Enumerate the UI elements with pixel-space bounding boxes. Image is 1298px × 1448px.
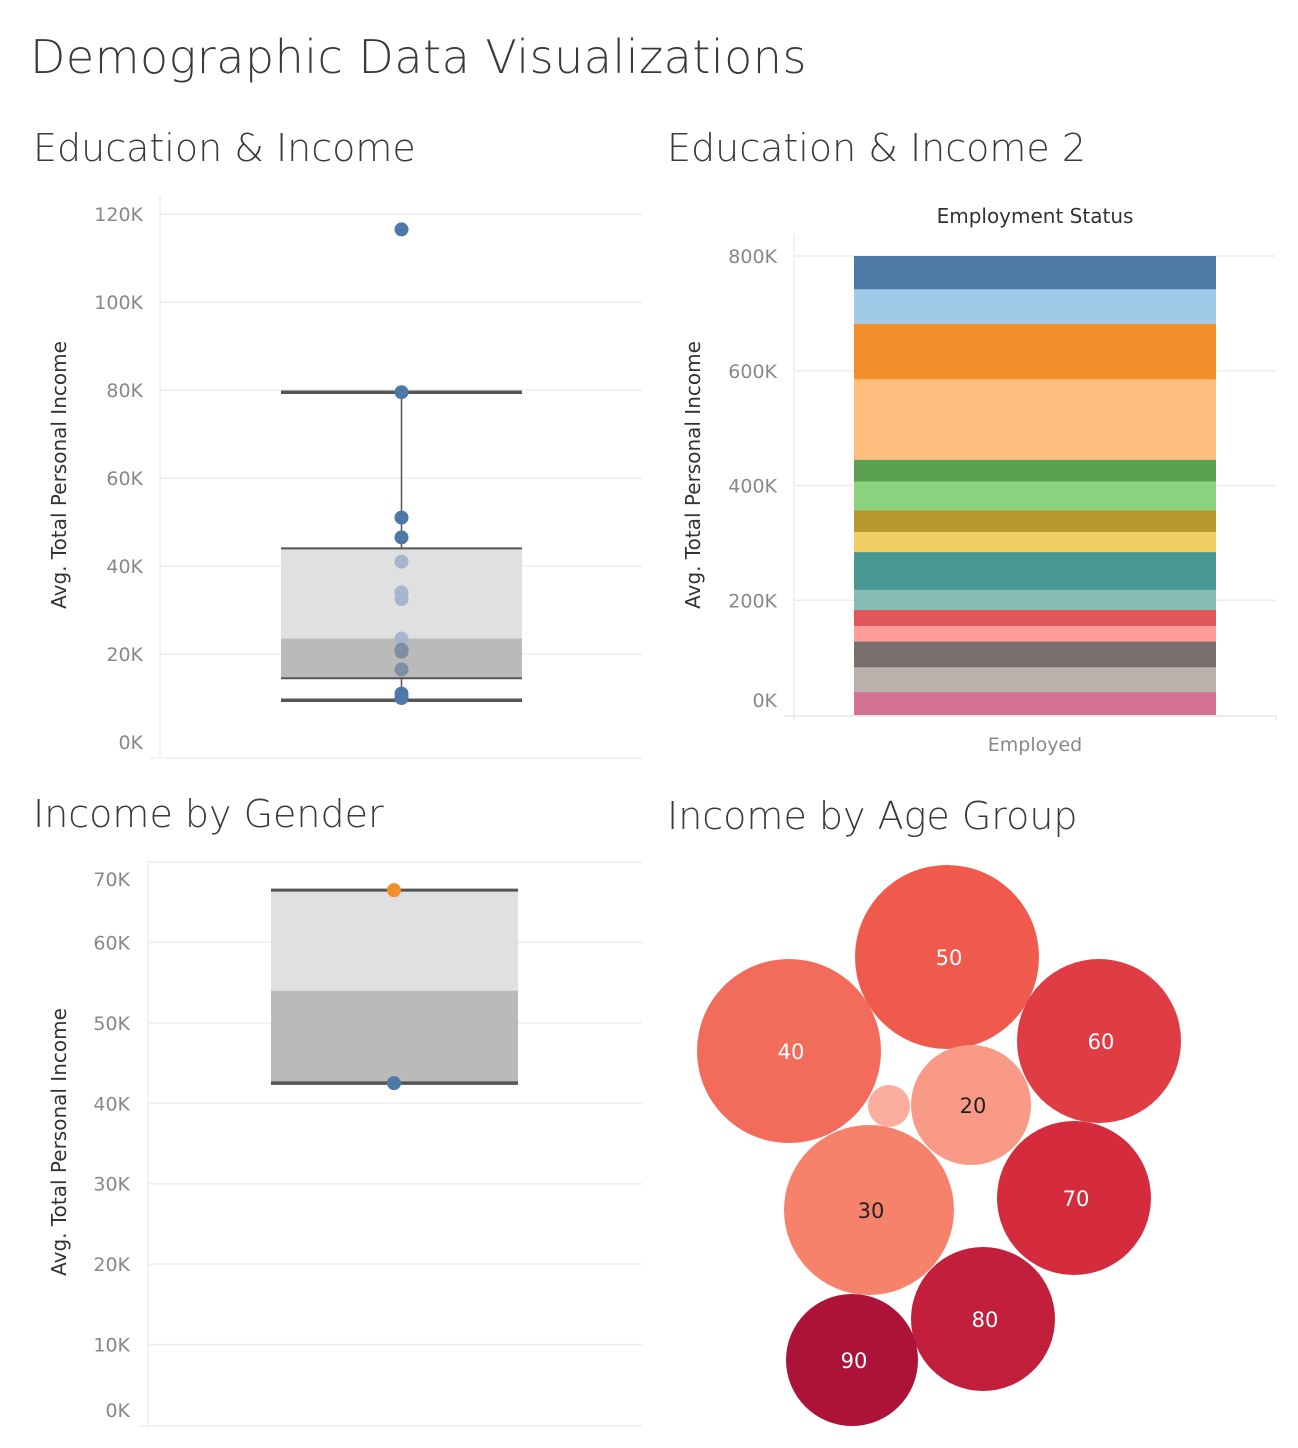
age-bubble-label: 90 [841,1349,868,1373]
y-tick-label: 0K [105,1400,130,1422]
bar-segment [854,552,1216,590]
age-bubble-label: 50 [936,946,963,970]
bar-segment [854,667,1216,693]
age-bubble-label: 60 [1088,1030,1115,1054]
y-tick-label: 20K [93,1254,130,1276]
y-tick-label: 40K [93,1093,130,1115]
bar-segment [854,610,1216,627]
data-point [387,1076,401,1091]
bar-segment [854,641,1216,668]
data-point [387,883,401,898]
bar-segment [854,323,1216,380]
y-tick-label: 600K [728,361,777,383]
y-tick-label: 40K [106,556,143,578]
y-tick-label: 60K [93,932,130,954]
dashboard-title: Demographic Data Visualizations [30,30,807,84]
bar-segment [854,379,1216,460]
education-income-2-stacked-bar: Employment Status Avg. Total Personal In… [681,204,1277,756]
data-point [394,530,409,545]
data-point [394,385,409,400]
data-point [394,662,409,677]
income-by-age-group-title: Income by Age Group [667,794,1078,838]
y-axis-label: Avg. Total Personal Income [681,341,705,609]
age-bubble-label: 40 [778,1040,805,1064]
y-tick-label: 400K [728,476,777,498]
age-bubble [855,865,1039,1049]
income-by-gender-boxplot: Avg. Total Personal Income 0K 10K 20K 30K 40… [47,861,642,1427]
data-point [394,510,409,525]
y-tick-label: 20K [106,644,143,666]
y-tick-label: 30K [93,1174,130,1196]
data-point [394,631,409,646]
bar-segment [854,531,1216,553]
bar-segment [854,289,1216,324]
data-point [394,592,409,606]
age-bubble [786,1294,918,1426]
x-category-label: Employed [988,734,1082,756]
education-income-boxplot: Avg. Total Personal Income 0K 20K 40K 60K 80… [47,196,642,759]
y-tick-label: 70K [93,869,130,891]
bar-segment [854,481,1216,511]
bar-segment [854,692,1216,715]
bar-segment [854,459,1216,482]
income-by-gender-title: Income by Gender [33,792,384,836]
bar-segment [854,256,1216,290]
age-bubble [868,1085,910,1127]
education-income-2-title: Education & Income 2 [667,126,1087,170]
y-tick-label: 200K [728,590,777,612]
y-tick-label: 60K [106,468,143,490]
data-point [394,222,409,237]
y-tick-label: 0K [118,732,143,754]
age-bubble-label: 20 [960,1094,987,1118]
age-bubble-label: 70 [1063,1187,1090,1211]
column-header: Employment Status [937,204,1134,228]
box-lower [271,990,518,1084]
age-bubble-label: 80 [972,1308,999,1332]
age-bubble [997,1121,1151,1275]
y-tick-label: 120K [94,204,143,226]
y-tick-label: 50K [93,1013,130,1035]
y-tick-label: 100K [94,292,143,314]
education-income-title: Education & Income [33,126,416,170]
y-tick-label: 80K [106,380,143,402]
y-tick-label: 0K [752,690,777,712]
data-point [394,554,409,569]
y-tick-label: 10K [93,1335,130,1357]
box-upper [271,890,518,991]
data-point [394,644,409,659]
bar-segment [854,626,1216,642]
age-bubble [911,1045,1031,1165]
age-bubble [1017,959,1181,1123]
y-tick-label: 800K [728,246,777,268]
y-axis-label: Avg. Total Personal Income [47,1008,71,1276]
age-bubble-label: 30 [858,1199,885,1223]
age-bubble [784,1125,954,1295]
age-bubble [911,1247,1055,1391]
age-bubble [697,959,881,1143]
bar-segment [854,510,1216,532]
y-axis-label: Avg. Total Personal Income [47,341,71,609]
bar-segment [854,589,1216,611]
data-point [394,691,409,705]
